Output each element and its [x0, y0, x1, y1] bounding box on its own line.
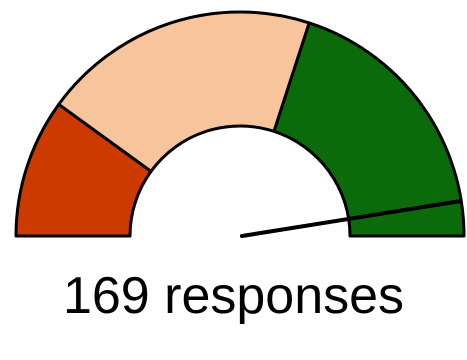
gauge-band-2: [57, 10, 311, 173]
gauge-band-3: [272, 21, 466, 238]
response-count-label: 169 responses: [62, 267, 405, 325]
gauge-needle: [240, 199, 462, 238]
